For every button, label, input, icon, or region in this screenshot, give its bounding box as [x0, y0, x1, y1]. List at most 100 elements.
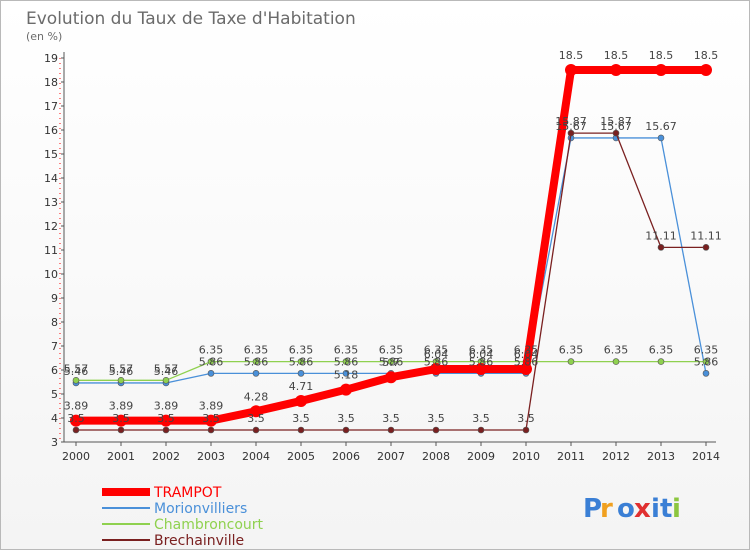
- data-label: 3.5: [382, 412, 400, 425]
- logo-letter: i: [672, 494, 681, 524]
- data-point: [117, 426, 125, 434]
- data-point: [162, 426, 170, 434]
- data-point: [342, 370, 350, 377]
- data-point: [72, 377, 80, 384]
- logo-letter: r: [600, 494, 613, 524]
- data-point: [70, 414, 82, 427]
- x-tick-label: 2010: [512, 450, 540, 463]
- data-point: [702, 358, 710, 365]
- data-point: [657, 244, 665, 251]
- data-label: 6.35: [694, 344, 719, 357]
- data-point: [295, 394, 307, 407]
- data-point: [430, 363, 442, 376]
- data-point: [702, 244, 710, 251]
- data-point: [432, 426, 440, 434]
- y-tick-label: 9: [51, 292, 58, 305]
- data-label: 18.5: [604, 49, 629, 62]
- data-label: 5.86: [694, 355, 719, 368]
- data-point: [340, 383, 352, 396]
- logo-letter: i: [651, 494, 660, 524]
- data-label: 5.86: [199, 355, 224, 368]
- y-tick-label: 4: [51, 412, 58, 425]
- data-label: 6.35: [334, 344, 359, 357]
- x-tick-label: 2001: [107, 450, 135, 463]
- y-tick-label: 12: [44, 220, 58, 233]
- logo-letter: x: [634, 494, 651, 524]
- data-label: 15.87: [600, 115, 632, 128]
- y-tick-label: 10: [44, 268, 58, 281]
- y-tick-label: 18: [44, 76, 58, 89]
- data-point: [567, 358, 575, 365]
- data-label: 15.87: [555, 115, 587, 128]
- labels-brechainville: 3.5 3.5 3.5 3.5 3.5 3.5 3.5 3.5 3.5 3.5 3.515.87 15…: [67, 115, 722, 425]
- chart-title: Evolution du Taux de Taxe d'Habitation: [26, 9, 356, 29]
- data-label: 6.35: [559, 344, 584, 357]
- data-point: [612, 129, 620, 137]
- labels-chambroncourt: 5.57 5.57 5.57 6.35 6.35 6.35 6.35 6.35 6.35 6.35…: [64, 344, 719, 376]
- x-tick-label: 2012: [602, 450, 630, 463]
- data-label: 5.86: [379, 355, 404, 368]
- data-point: [655, 64, 667, 76]
- data-label: 6.35: [649, 344, 674, 357]
- x-tick-label: 2003: [197, 450, 225, 463]
- data-point: [160, 414, 172, 427]
- y-tick-label: 15: [44, 148, 58, 161]
- data-label: 3.5: [337, 412, 355, 425]
- data-label: 3.5: [67, 412, 85, 425]
- y-tick-label: 19: [44, 52, 58, 65]
- proxiti-logo: Pr o x i t i: [583, 494, 681, 524]
- data-point: [565, 64, 577, 76]
- series-brechainville: [72, 129, 710, 434]
- data-label: 5.86: [289, 355, 314, 368]
- chart-subtitle: (en %): [26, 30, 62, 43]
- legend: TRAMPOTMorionvilliersChambroncourtBrecha…: [102, 485, 264, 549]
- data-label: 5.57: [109, 362, 134, 375]
- series-group: 5.46 5.46 5.46 5.86 5.86 5.86 5.86 5.86 5.86 5.86…: [64, 49, 722, 434]
- data-point: [297, 370, 305, 377]
- series-trampot: [70, 64, 712, 427]
- legend-label: Morionvilliers: [154, 501, 247, 517]
- legend-label: Brechainville: [154, 533, 244, 549]
- logo-letter: o: [617, 494, 635, 524]
- data-label: 6.35: [469, 344, 494, 357]
- x-tick-label: 2006: [332, 450, 360, 463]
- data-point: [297, 426, 305, 434]
- data-point: [520, 363, 532, 376]
- x-tick-label: 2002: [152, 450, 180, 463]
- data-point: [612, 358, 620, 365]
- data-point: [342, 358, 350, 365]
- data-label: 5.46: [154, 365, 179, 378]
- x-tick-label: 2014: [692, 450, 720, 463]
- data-point: [700, 64, 712, 76]
- data-label: 11.11: [690, 229, 722, 242]
- data-label: 5.86: [514, 355, 539, 368]
- labels-trampot: 3.89 3.89 3.89 3.894.284.715.185.76.04 6.04 6…: [64, 49, 719, 413]
- legend-label: TRAMPOT: [153, 485, 222, 501]
- data-point: [387, 426, 395, 434]
- y-tick-label: 6: [51, 364, 58, 377]
- x-tick-label: 2009: [467, 450, 495, 463]
- data-label: 18.5: [694, 49, 719, 62]
- data-label: 5.86: [334, 355, 359, 368]
- data-label: 6.35: [424, 344, 449, 357]
- x-tick-label: 2008: [422, 450, 450, 463]
- logo-letter: t: [660, 494, 672, 524]
- data-point: [207, 426, 215, 434]
- data-label: 5.86: [469, 355, 494, 368]
- data-label: 3.5: [112, 412, 130, 425]
- data-point: [205, 414, 217, 427]
- x-tick-label: 2007: [377, 450, 405, 463]
- data-label: 3.89: [109, 400, 134, 413]
- y-tick-label: 5: [51, 388, 58, 401]
- data-label: 18.5: [559, 49, 584, 62]
- y-tick-label: 11: [44, 244, 58, 257]
- data-label: 5.57: [64, 362, 89, 375]
- data-label: 3.5: [202, 412, 220, 425]
- y-tick-label: 7: [51, 340, 58, 353]
- data-point: [657, 134, 665, 142]
- data-label: 3.5: [157, 412, 175, 425]
- data-point: [702, 370, 710, 377]
- data-point: [385, 371, 397, 384]
